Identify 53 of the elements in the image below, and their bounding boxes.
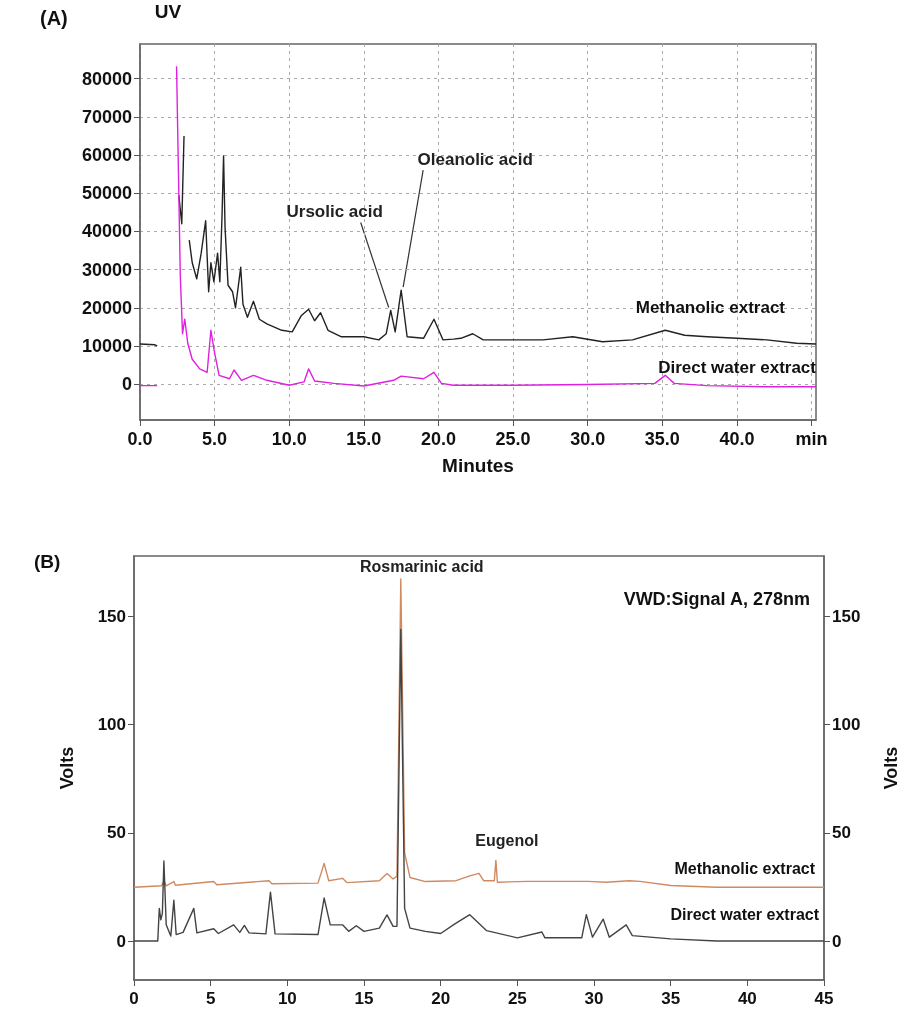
series-label: Direct water extract <box>670 905 820 923</box>
y-tick-label: 10000 <box>81 335 132 356</box>
x-tick-label: 30 <box>584 989 604 1008</box>
y-tick-label: 0 <box>121 374 132 395</box>
y-tick-label: 30000 <box>81 259 132 280</box>
x-tick-label: 40 <box>737 989 757 1008</box>
x-tick-label: 40.0 <box>719 429 755 449</box>
line-series <box>133 578 825 888</box>
x-tick-label: 10.0 <box>271 429 307 449</box>
y2-tick-label: 100 <box>832 715 861 735</box>
y-axis-title: Volts <box>57 746 77 790</box>
text: UV <box>154 1 182 22</box>
x-tick-label: 0.0 <box>127 429 153 449</box>
y-tick-label: 70000 <box>81 106 132 127</box>
chart-title: (B) <box>34 551 61 572</box>
series-label: Methanolic extract <box>635 297 786 317</box>
y-tick-label: 150 <box>97 607 126 627</box>
y-tick-label: 0 <box>116 931 126 951</box>
annotation: Ursolic acid <box>286 201 383 221</box>
series-label: Direct water extract <box>658 358 817 378</box>
y-tick-label: 100 <box>97 715 126 735</box>
x-tick-label: 15.0 <box>346 429 382 449</box>
annotation: VWD:Signal A, 278nm <box>623 589 810 609</box>
x-tick-label: 15 <box>354 989 374 1008</box>
x-tick-label: 35.0 <box>644 429 680 449</box>
x-tick-label: 25.0 <box>495 429 531 449</box>
y2-tick-label: 150 <box>832 607 861 627</box>
x-tick-label: 10 <box>277 989 297 1008</box>
annotation: Rosmarinic acid <box>360 558 484 576</box>
x-tick-label: 30.0 <box>570 429 606 449</box>
series-label: Methanolic extract <box>674 859 816 877</box>
x-tick-label: 20 <box>431 989 451 1008</box>
y-tick-label: 40000 <box>81 221 132 242</box>
x-tick-label: 5 <box>205 989 216 1008</box>
y-tick-label: 50 <box>107 823 126 843</box>
x-tick-label: 35 <box>661 989 681 1008</box>
y-tick-label: 50000 <box>81 183 132 204</box>
annotation: Eugenol <box>475 831 539 849</box>
y2-tick-label: 50 <box>832 823 851 843</box>
y2-tick-label: 0 <box>832 931 842 951</box>
x-tick-label: 20.0 <box>420 429 456 449</box>
chart-title: (A) <box>40 7 68 29</box>
x-tick-label: 25 <box>507 989 527 1008</box>
y-tick-label: 20000 <box>81 297 132 318</box>
x-tick-label: 45 <box>814 989 834 1008</box>
x-axis-title: Minutes <box>442 455 514 476</box>
x-tick-label: min <box>795 429 828 449</box>
annotation: Oleanolic acid <box>417 149 533 169</box>
line-series <box>133 628 825 942</box>
y-tick-label: 80000 <box>81 68 132 89</box>
y-tick-label: 60000 <box>81 145 132 166</box>
x-tick-label: 5.0 <box>202 429 228 449</box>
y2-axis-title: Volts <box>881 746 901 790</box>
